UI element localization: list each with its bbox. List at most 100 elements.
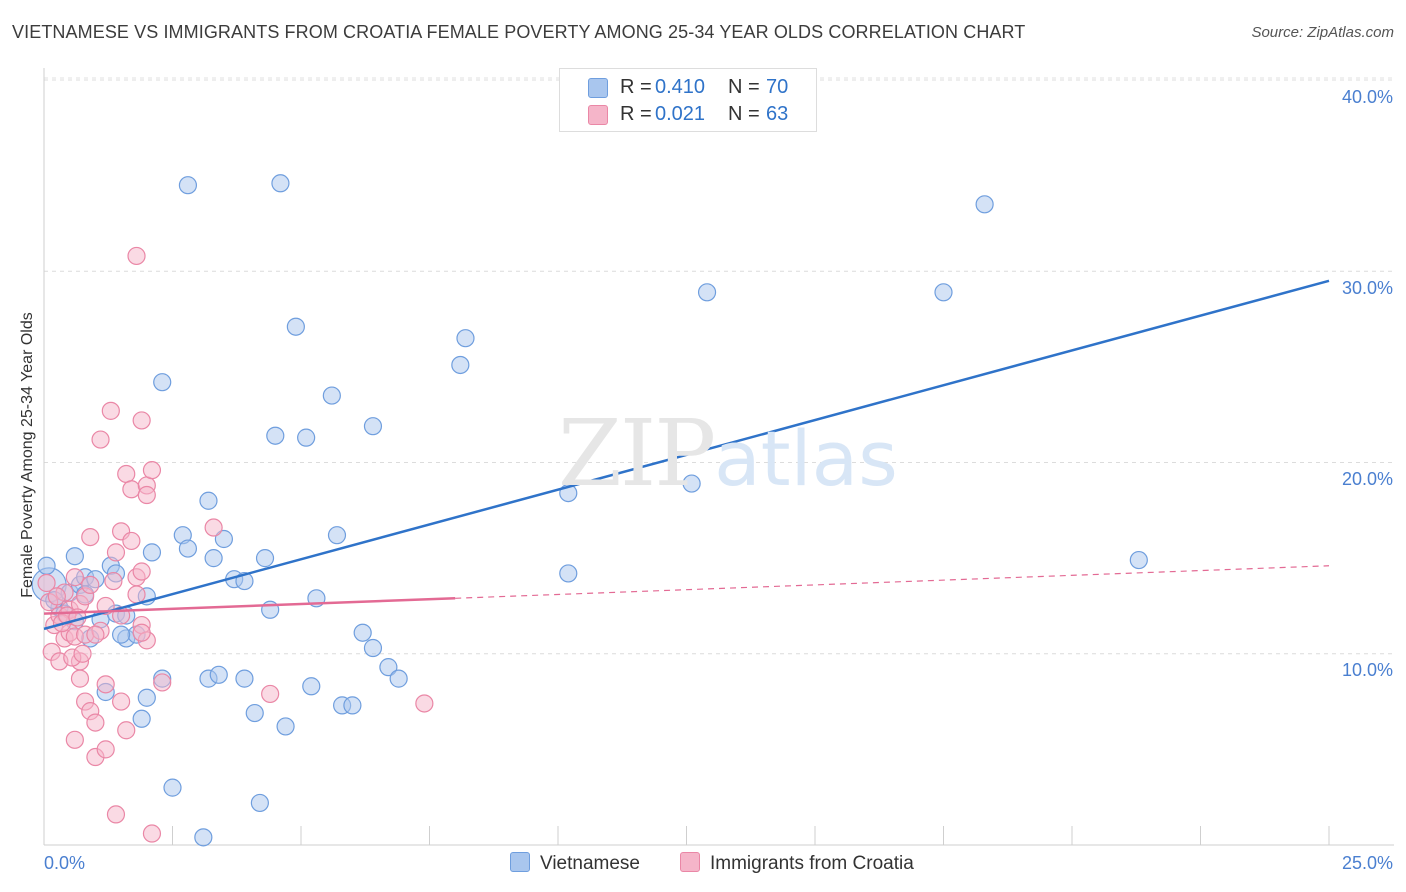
vietnamese-point — [178, 539, 198, 558]
legend-n-value: 70 — [766, 76, 789, 98]
vietnamese-point — [302, 677, 321, 696]
vietnamese-point — [1129, 550, 1148, 570]
chart-title: VIETNAMESE VS IMMIGRANTS FROM CROATIA FE… — [12, 22, 1026, 42]
vietnamese-swatch — [510, 852, 530, 872]
series-name: Vietnamese — [540, 853, 640, 874]
vietnamese-point — [327, 526, 347, 545]
y-tick-label-40: 40.0% — [1341, 87, 1393, 107]
vietnamese-point — [379, 658, 398, 677]
legend-row-vietnamese: R = 0.410 N = 70 — [560, 73, 816, 101]
croatia-point — [127, 246, 146, 266]
croatia-point — [96, 675, 115, 694]
vietnamese-point — [137, 688, 156, 707]
croatia-point — [415, 694, 434, 713]
vietnamese-point — [456, 329, 475, 348]
vietnamese-point — [142, 543, 162, 562]
legend-r-value: 0.410 — [655, 76, 706, 98]
vietnamese-point — [255, 549, 275, 568]
trend-lines — [43, 279, 1330, 631]
vietnamese-point — [934, 283, 953, 302]
croatia-point — [137, 485, 156, 505]
vietnamese-point — [353, 623, 372, 642]
vietnamese-point — [245, 703, 264, 723]
vietnamese-point — [363, 417, 383, 436]
vietnamese-point — [214, 529, 233, 549]
croatia-point — [86, 713, 105, 732]
x-tick-label-max: 25.0% — [1341, 853, 1393, 873]
watermark-atlas: atlas — [714, 414, 898, 503]
legend-row-croatia: R = 0.021 N = 63 — [560, 100, 816, 128]
croatia-point — [101, 401, 120, 420]
vietnamese-point — [389, 669, 408, 688]
bottom-legend-vietnamese: Vietnamese — [510, 852, 640, 875]
vietnamese-point — [132, 709, 151, 728]
axes — [43, 68, 1394, 846]
vietnamese-point — [178, 176, 198, 195]
croatia-swatch — [680, 852, 700, 872]
legend-r-label: R = — [620, 103, 652, 125]
croatia-point — [132, 623, 151, 642]
croatia-point — [65, 730, 84, 749]
croatia-point — [70, 669, 90, 688]
legend-r-label: R = — [620, 76, 652, 98]
croatia-point — [132, 562, 151, 581]
x-tick-label-min: 0.0% — [44, 853, 86, 873]
vietnamese-point — [276, 717, 295, 736]
croatia-point — [127, 585, 146, 604]
vietnamese-point — [975, 195, 994, 214]
vietnamese-point — [451, 355, 470, 375]
croatia-point — [104, 571, 123, 591]
y-tick-label-30: 30.0% — [1341, 278, 1393, 298]
croatia-points — [37, 246, 434, 843]
croatia-point — [106, 543, 126, 562]
vietnamese-point — [194, 828, 213, 847]
vietnamese-point — [153, 373, 172, 392]
croatia-point — [111, 692, 131, 711]
croatia-point — [91, 430, 110, 449]
croatia-point — [132, 411, 151, 430]
croatia-point — [122, 480, 141, 499]
y-tick-label-10: 10.0% — [1341, 660, 1393, 680]
vietnamese-point — [266, 426, 285, 445]
vietnamese-swatch — [588, 78, 608, 98]
vietnamese-point — [37, 556, 56, 575]
watermark-zip: ZIP — [558, 400, 716, 507]
vietnamese-point — [682, 474, 701, 493]
source-label: Source: ZipAtlas.com — [1251, 24, 1394, 41]
croatia-point — [106, 805, 126, 824]
legend-n-label: N = — [728, 76, 760, 98]
vietnamese-point — [343, 696, 362, 715]
croatia-point — [117, 464, 136, 484]
vietnamese-point — [199, 491, 218, 510]
croatia-point — [153, 673, 172, 692]
vietnamese-point — [209, 665, 228, 684]
vietnamese-point — [697, 283, 717, 302]
croatia-point — [81, 527, 100, 547]
croatia-trend-line-dashed — [455, 565, 1330, 599]
vietnamese-point — [286, 317, 305, 336]
croatia-point — [65, 568, 84, 587]
vietnamese-point — [235, 669, 254, 688]
croatia-point — [86, 625, 105, 644]
vietnamese-point — [297, 428, 316, 447]
vietnamese-point — [271, 174, 290, 193]
croatia-trend-line — [43, 597, 456, 615]
croatia-point — [142, 824, 162, 843]
vietnamese-points — [31, 174, 1148, 847]
vietnamese-point — [163, 778, 182, 797]
vietnamese-point — [363, 638, 383, 658]
croatia-point — [47, 587, 66, 606]
correlation-legend: R = 0.410 N = 70 R = 0.021 N = 63 — [559, 68, 817, 132]
bottom-legend-croatia: Immigrants from Croatia — [680, 852, 914, 875]
watermark: ZIPatlas — [558, 400, 898, 507]
vietnamese-point — [250, 793, 269, 813]
y-axis-label: Female Poverty Among 25-34 Year Olds — [19, 312, 36, 598]
vietnamese-point — [111, 625, 131, 644]
legend-n-label: N = — [728, 103, 760, 125]
series-name: Immigrants from Croatia — [710, 853, 914, 874]
vietnamese-point — [322, 386, 341, 405]
croatia-point — [261, 684, 280, 704]
croatia-point — [73, 644, 92, 663]
croatia-point — [204, 518, 223, 537]
